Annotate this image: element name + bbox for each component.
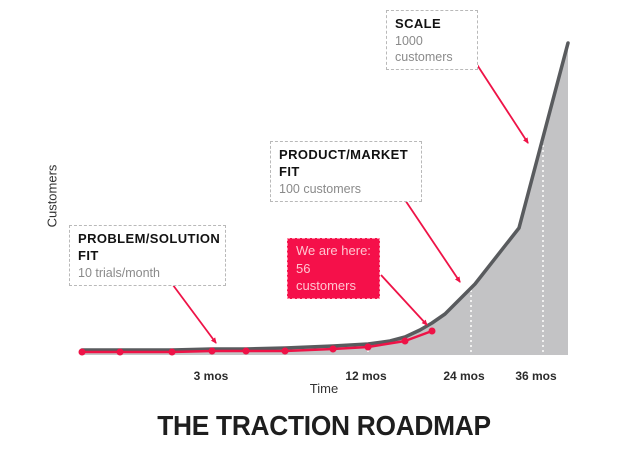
milestone-title: PRODUCT/MARKET FIT [279, 147, 409, 179]
traction-data-points [78, 327, 436, 356]
milestone-box-scale: SCALE 1000 customers [386, 10, 478, 71]
traction-point [281, 347, 289, 355]
we-are-here-line1: We are here: [296, 243, 371, 258]
traction-point [401, 337, 409, 345]
milestone-box-product-market-fit: PRODUCT/MARKET FIT 100 customers [270, 141, 422, 203]
milestone-title: PROBLEM/SOLUTION FIT [78, 231, 221, 263]
x-axis-label: Time [309, 381, 339, 396]
traction-point [329, 345, 337, 353]
we-are-here-marker: We are here: 56 customers [287, 238, 380, 299]
traction-chart [78, 41, 570, 356]
x-tick-12mos: 12 mos [345, 369, 387, 383]
traction-point [78, 348, 86, 356]
milestone-title: SCALE [395, 16, 442, 31]
traction-point [364, 343, 372, 351]
milestone-box-problem-solution-fit: PROBLEM/SOLUTION FIT 10 trials/month [69, 225, 226, 287]
x-tick-36mos: 36 mos [515, 369, 557, 383]
callout-arrow [166, 276, 217, 344]
milestone-subtitle: 1000 customers [395, 33, 453, 64]
actual-traction-line [80, 329, 434, 354]
traction-point [242, 347, 250, 355]
we-are-here-line2: 56 customers [296, 260, 356, 294]
x-tick-3mos: 3 mos [193, 369, 229, 383]
callout-arrow [471, 56, 529, 144]
x-tick-24mos: 24 mos [443, 369, 485, 383]
callout-arrow [396, 187, 461, 283]
chart-title: THE TRACTION ROADMAP [157, 410, 491, 441]
traction-point [428, 327, 436, 335]
milestone-subtitle: 10 trials/month [78, 265, 160, 280]
traction-point [116, 348, 124, 356]
callout-arrow [380, 274, 428, 326]
traction-point [168, 348, 176, 356]
roadmap-curve-line [80, 41, 570, 352]
y-axis-label: Customers [44, 164, 60, 228]
milestone-subtitle: 100 customers [279, 181, 361, 196]
growth-area-fill [82, 43, 568, 355]
traction-point [208, 347, 216, 355]
callout-arrows [166, 56, 529, 344]
